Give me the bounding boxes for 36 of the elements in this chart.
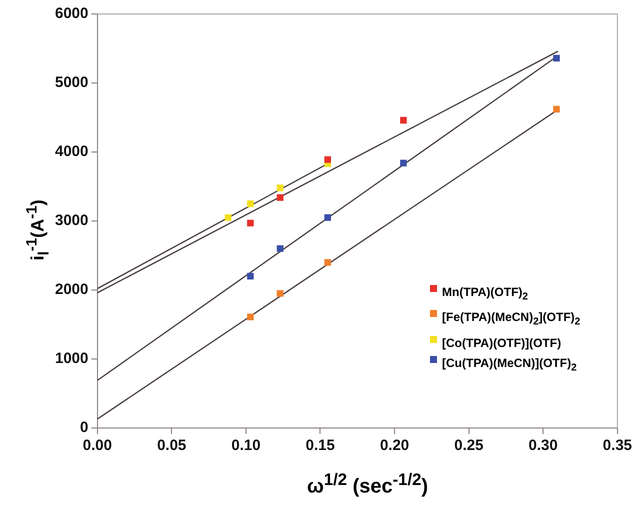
point: [247, 272, 254, 280]
point: [276, 194, 284, 201]
x-tick-label: 0.20: [380, 437, 410, 454]
point: [553, 106, 560, 113]
x-tick-label: 0.05: [157, 437, 186, 454]
point: [276, 184, 284, 192]
x-tick-label: 0.30: [528, 437, 558, 454]
legend-label: [Fe(TPA)(MeCN)$_{2}$](OTF)$_{2}$: [441, 309, 580, 330]
point: [276, 245, 284, 252]
point: [224, 214, 232, 221]
point: [276, 290, 284, 297]
x-tick-label: 0.00: [82, 437, 112, 454]
point: [400, 116, 407, 124]
y-tick-label: 0: [80, 419, 88, 436]
x-tick-label: 0.10: [231, 437, 261, 454]
y-tick-label: 1000: [54, 350, 88, 368]
x-tick-label: 0.25: [454, 437, 484, 454]
y-tick-label: 4000: [54, 143, 88, 160]
point: [400, 160, 407, 166]
y-tick-label: 2000: [54, 281, 88, 298]
y-tick-label: 3000: [54, 212, 88, 230]
point: [324, 259, 331, 266]
x-axis-title: ω$^{1/2}$ (sec$^{-1/2}$): [306, 470, 430, 499]
point: [553, 54, 560, 62]
legend-label: [Cu(TPA)(MeCN)](OTF)$_{2}$: [441, 354, 578, 376]
x-tick-label: 0.15: [306, 437, 335, 454]
point: [324, 156, 331, 163]
x-tick-label: 0.35: [602, 437, 632, 454]
point: [247, 200, 254, 208]
legend-label: [Co(TPA)(OTF)](OTF): [441, 334, 562, 352]
legend-label: Mn(TPA)(OTF)$_{2}$: [441, 284, 529, 304]
point: [324, 214, 331, 221]
y-tick-label: 5000: [54, 74, 88, 92]
point: [247, 314, 254, 320]
point: [247, 220, 254, 226]
y-tick-label: 6000: [54, 5, 88, 22]
